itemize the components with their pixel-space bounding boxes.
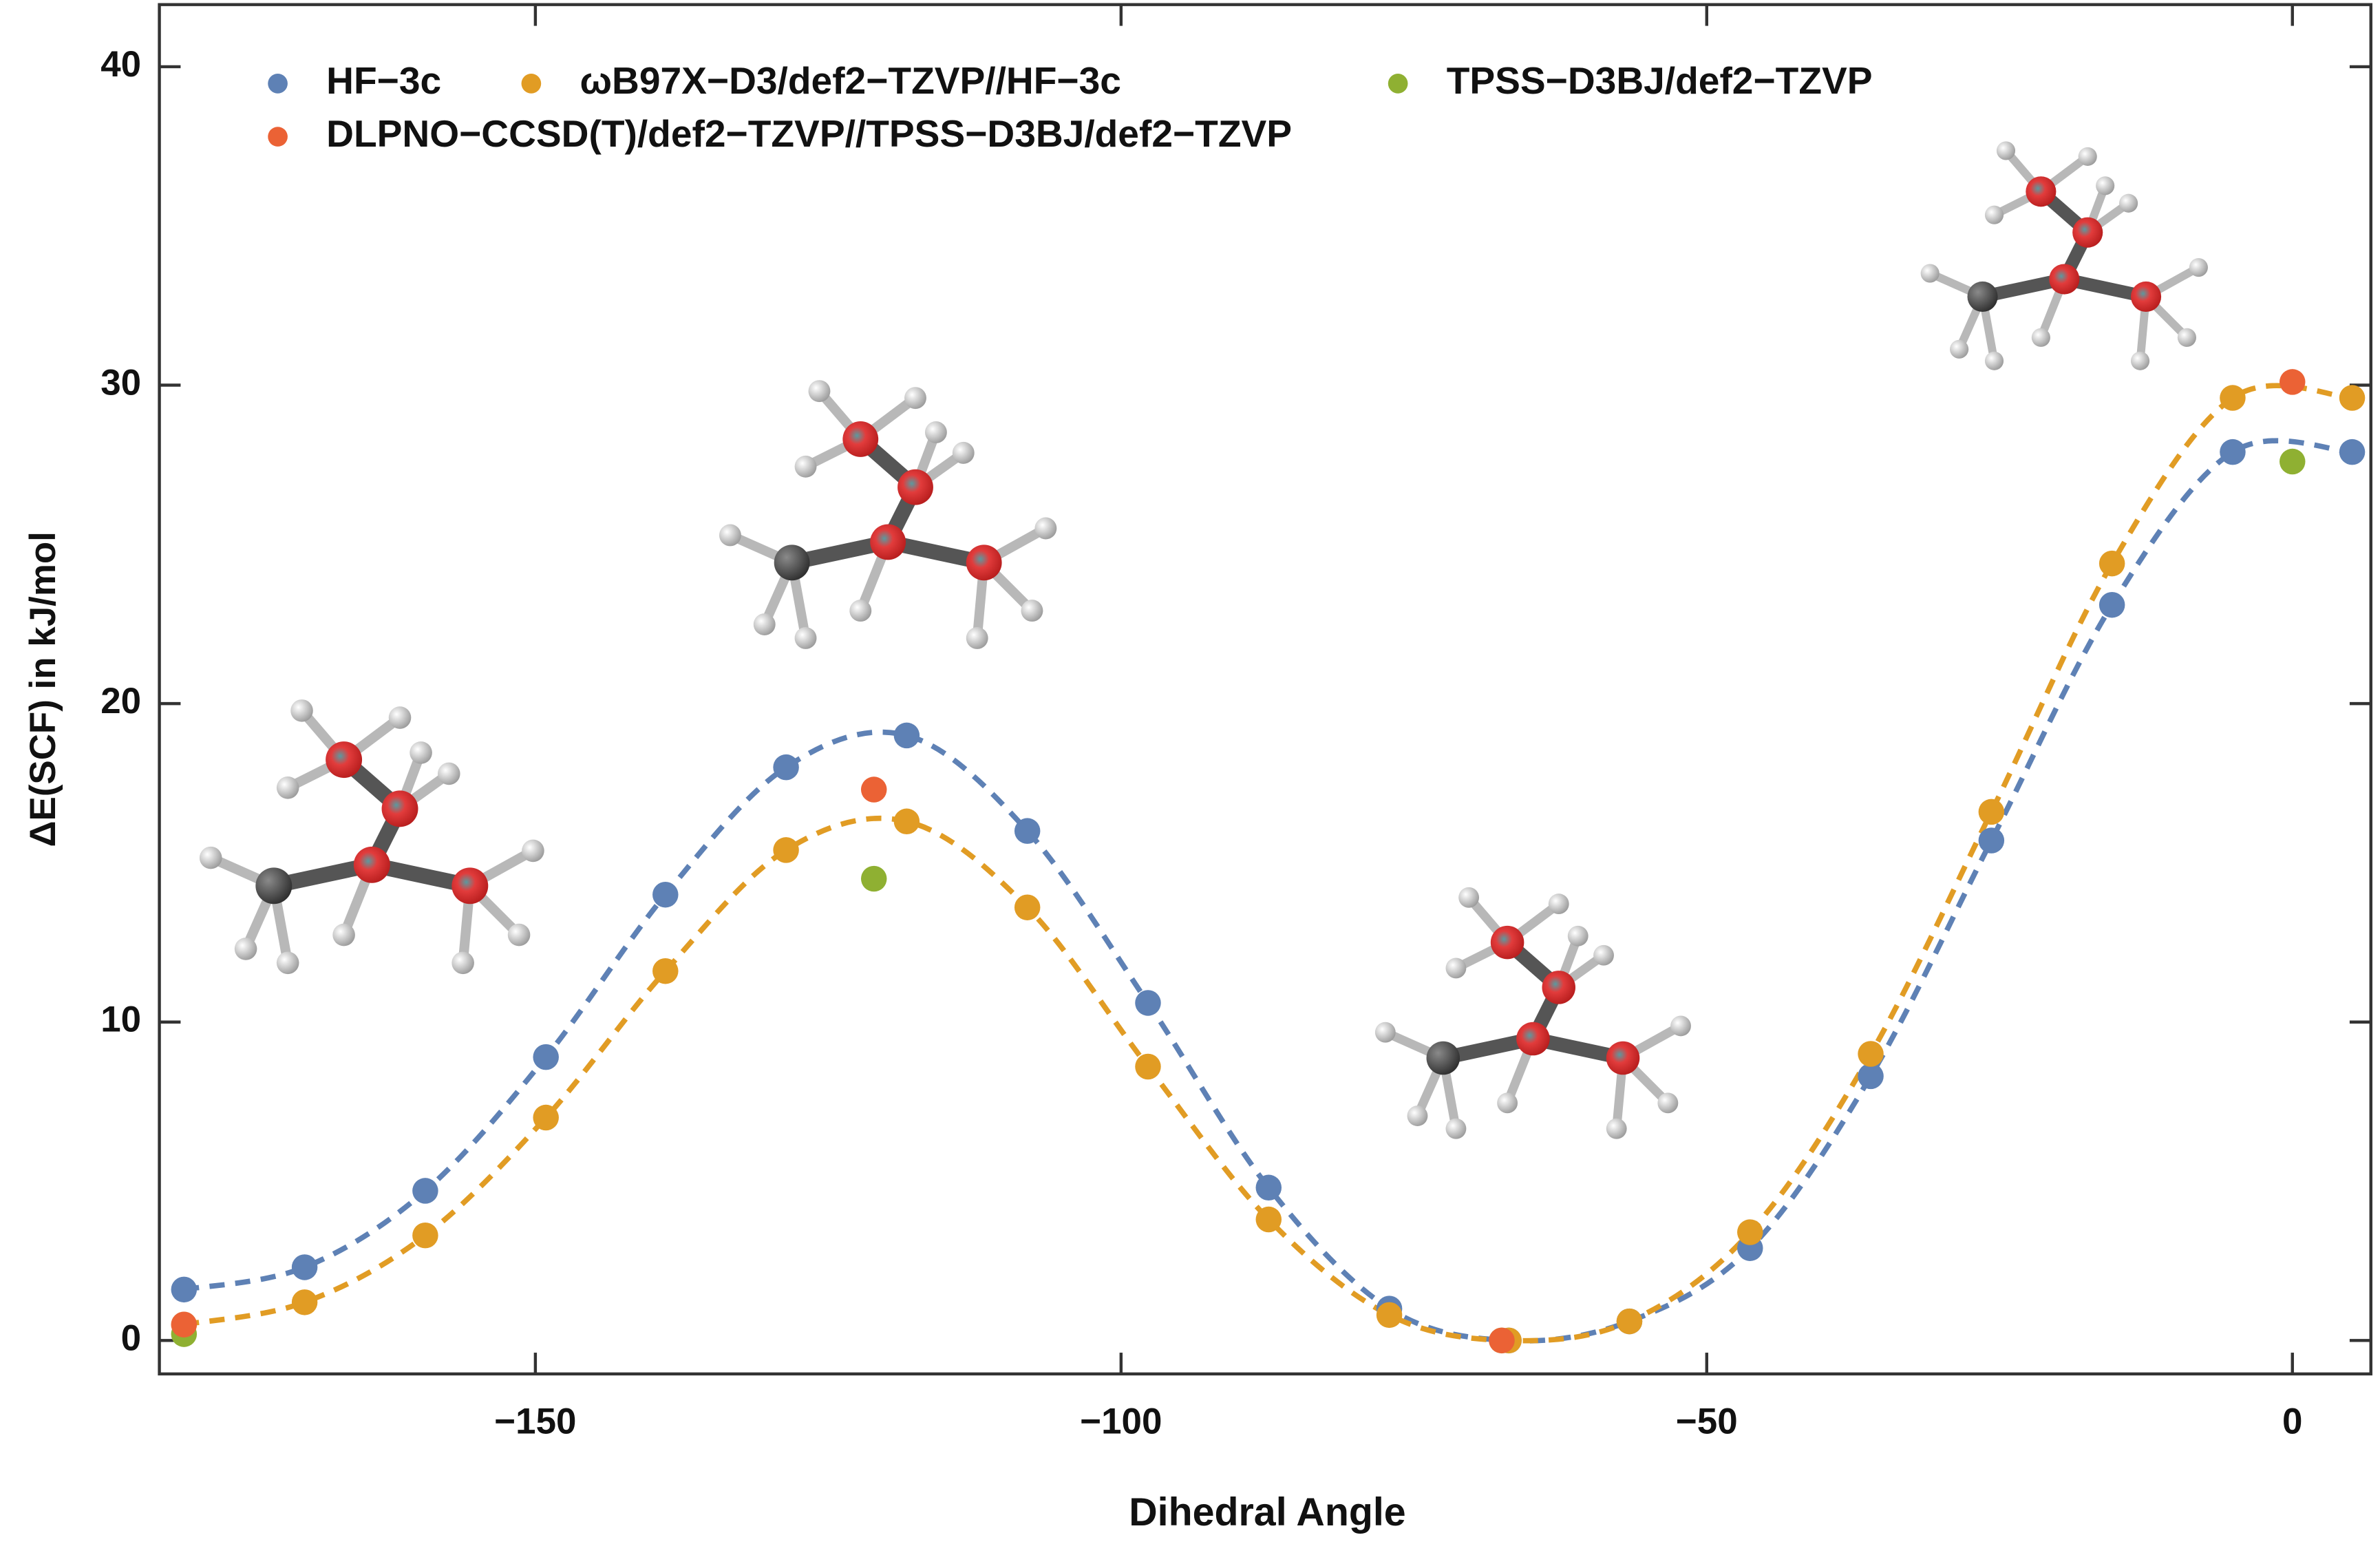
legend-label: HF−3c	[326, 59, 441, 102]
plot-frame	[158, 3, 2372, 1376]
data-point	[1255, 1206, 1282, 1233]
data-point	[2099, 550, 2125, 577]
data-point	[171, 1311, 198, 1337]
data-point	[652, 881, 679, 908]
data-point	[1616, 1308, 1643, 1335]
data-point	[893, 722, 920, 749]
data-point	[1858, 1063, 1884, 1090]
fit-curve	[183, 438, 2352, 1344]
data-point	[773, 754, 799, 781]
molecule-image	[200, 699, 544, 974]
molecule-image	[1921, 141, 2208, 370]
data-point	[1255, 1174, 1282, 1201]
data-point	[1014, 818, 1041, 844]
data-point	[171, 1276, 198, 1303]
data-point	[860, 865, 887, 892]
x-axis-title: Dihedral Angle	[1129, 1490, 1405, 1534]
data-point	[652, 958, 679, 984]
data-point	[1014, 894, 1041, 920]
x-tick-label: −150	[494, 1402, 576, 1442]
data-point	[1135, 990, 1161, 1016]
y-tick-label: 10	[100, 1000, 141, 1040]
data-point	[1135, 1053, 1161, 1080]
data-point	[2220, 438, 2246, 465]
molecule-image	[719, 380, 1056, 649]
legend-label: ωB97X−D3/def2−TZVP//HF−3c	[580, 59, 1120, 102]
data-point	[533, 1104, 559, 1131]
molecule-image	[1375, 887, 1691, 1139]
data-point	[1858, 1041, 1884, 1067]
data-point	[1376, 1302, 1403, 1329]
data-point	[533, 1044, 559, 1070]
data-point	[291, 1289, 318, 1315]
data-point	[2099, 591, 2125, 618]
data-point	[2279, 369, 2306, 395]
data-point	[1978, 799, 2005, 825]
legend-marker	[1388, 74, 1408, 94]
y-tick-label: 0	[121, 1318, 141, 1358]
data-point	[1737, 1219, 1763, 1245]
legend-marker	[521, 74, 542, 94]
legend: HF−3c ωB97X−D3/def2−TZVP//HF−3c TPSS−D3BJ/…	[268, 59, 1873, 155]
legend-label: DLPNO−CCSD(T)/def2−TZVP//TPSS−D3BJ/def2−…	[326, 112, 1292, 155]
data-point	[2339, 438, 2366, 465]
data-point	[2220, 385, 2246, 411]
data-point	[773, 837, 799, 863]
data-point	[1978, 827, 2005, 854]
x-tick-label: −50	[1676, 1402, 1738, 1442]
data-point	[2279, 448, 2306, 475]
x-tick-label: 0	[2282, 1402, 2302, 1442]
legend-marker	[268, 74, 288, 94]
data-point	[860, 776, 887, 803]
legend-label: TPSS−D3BJ/def2−TZVP	[1447, 59, 1873, 102]
data-point	[1489, 1327, 1515, 1354]
data-point	[893, 808, 920, 835]
y-tick-label: 40	[100, 44, 141, 85]
y-tick-label: 20	[100, 681, 141, 721]
points	[171, 369, 2366, 1354]
y-tick-label: 30	[100, 362, 141, 403]
data-point	[412, 1222, 438, 1249]
data-point	[2339, 385, 2366, 411]
legend-marker	[268, 127, 288, 147]
data-point	[291, 1254, 318, 1280]
x-tick-label: −100	[1080, 1402, 1162, 1442]
data-point	[412, 1178, 438, 1204]
y-axis-title: ΔE(SCF) in kJ/mol	[23, 531, 63, 847]
